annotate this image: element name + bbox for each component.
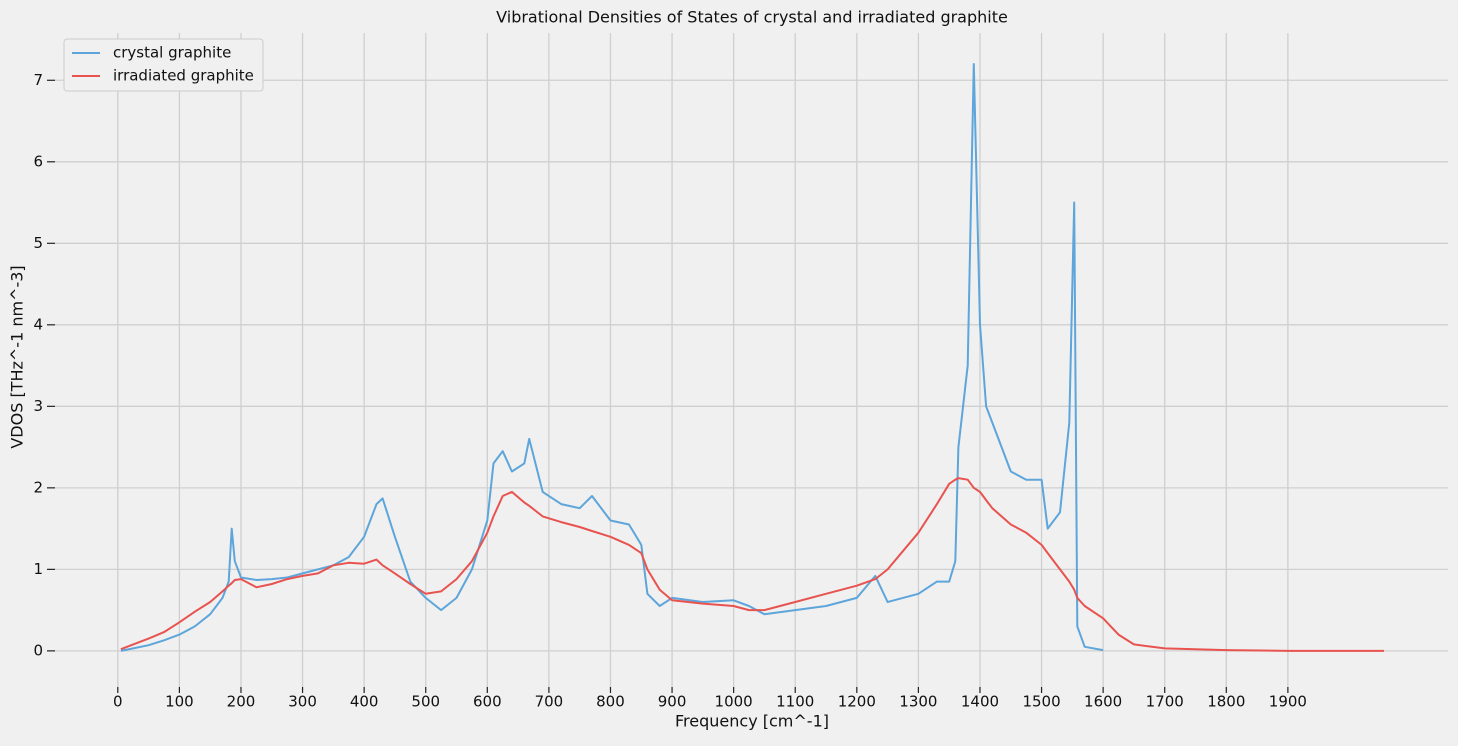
chart-title: Vibrational Densities of States of cryst… — [496, 8, 1008, 27]
legend-label: irradiated graphite — [113, 67, 254, 85]
y-tick-label: 5 — [33, 234, 43, 252]
x-tick-label: 1700 — [1146, 693, 1184, 711]
x-tick-label: 1400 — [961, 693, 999, 711]
x-tick-label: 1100 — [776, 693, 814, 711]
y-tick-label: 4 — [33, 315, 43, 333]
x-tick-label: 800 — [596, 693, 625, 711]
x-tick-label: 1800 — [1207, 693, 1245, 711]
series-line — [120, 477, 1384, 652]
y-tick-label: 6 — [33, 152, 43, 170]
y-tick-label: 1 — [33, 560, 43, 578]
x-tick-label: 500 — [411, 693, 440, 711]
x-tick-label: 1000 — [715, 693, 753, 711]
x-tick-label: 200 — [227, 693, 256, 711]
y-axis-label: VDOS [THz^-1 nm^-3] — [8, 265, 27, 448]
x-tick-label: 1200 — [838, 693, 876, 711]
legend-box — [63, 38, 264, 92]
x-tick-label: 700 — [535, 693, 564, 711]
x-tick-label: 0 — [113, 693, 123, 711]
legend: crystal graphite irradiated graphite — [63, 38, 264, 92]
x-tick-label: 1900 — [1269, 693, 1307, 711]
y-tick-label: 2 — [33, 478, 43, 496]
x-tick-label: 300 — [288, 693, 317, 711]
x-tick-label: 1300 — [899, 693, 937, 711]
series-line — [120, 63, 1104, 652]
x-tick-label: 1600 — [1084, 693, 1122, 711]
x-tick-label: 600 — [473, 693, 502, 711]
x-tick-label: 1500 — [1022, 693, 1060, 711]
y-tick-label: 7 — [33, 71, 43, 89]
x-tick-label: 400 — [350, 693, 379, 711]
y-tick-label: 0 — [33, 641, 43, 659]
y-tick-label: 3 — [33, 397, 43, 415]
legend-label: crystal graphite — [113, 44, 231, 62]
x-tick-label: 900 — [658, 693, 687, 711]
x-axis-label: Frequency [cm^-1] — [675, 712, 829, 731]
x-tick-label: 100 — [165, 693, 194, 711]
